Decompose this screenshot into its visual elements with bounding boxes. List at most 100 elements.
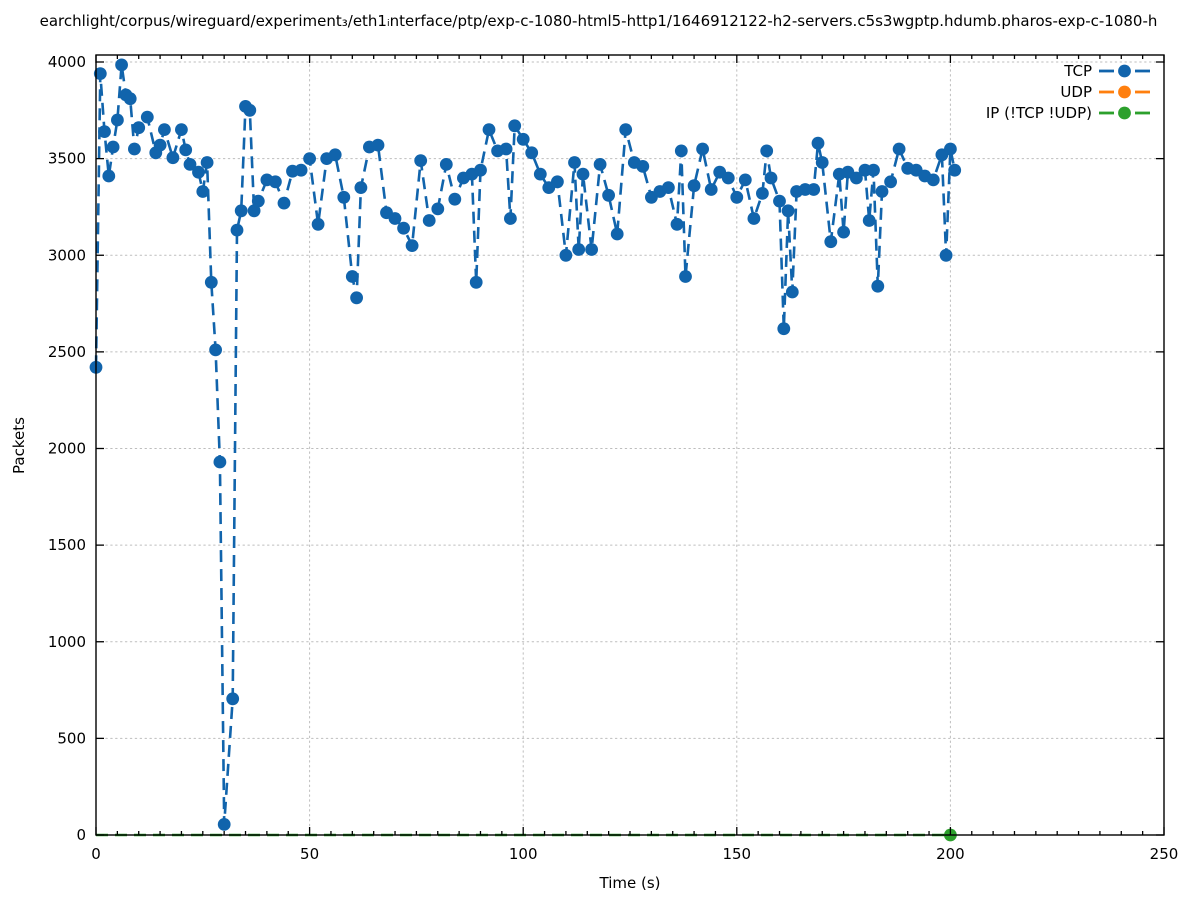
y-tick-label: 3000 (48, 246, 86, 264)
tcp-data-point (585, 243, 598, 256)
tcp-data-point (196, 185, 210, 198)
tcp-data-point (559, 248, 573, 262)
tcp-data-point (738, 173, 752, 187)
tcp-data-point (247, 204, 261, 218)
tcp-data-point (867, 163, 880, 177)
tcp-data-point (303, 152, 316, 166)
tcp-data-point (764, 171, 778, 185)
tcp-data-point (213, 455, 227, 469)
tcp-data-point (102, 169, 116, 183)
legend: TCP UDP IP (!TCP !UDP) (986, 62, 1150, 122)
tcp-data-point (474, 163, 487, 177)
tcp-data-point (200, 156, 214, 169)
tcp-data-point (811, 136, 825, 150)
tcp-data-point (777, 322, 791, 336)
tcp-data-point (499, 142, 513, 156)
tcp-data-point (123, 92, 137, 106)
tcp-data-point (132, 121, 146, 135)
tcp-data-point (469, 275, 483, 289)
tcp-data-point (875, 185, 889, 198)
tcp-data-point (773, 194, 786, 208)
tcp-data-point (704, 183, 718, 196)
tcp-data-point (756, 187, 769, 200)
tcp-data-point (602, 188, 615, 202)
y-ticks (96, 61, 1164, 836)
legend-label-tcp: TCP (1063, 62, 1092, 80)
y-tick-label: 500 (57, 729, 86, 747)
tcp-data-point (892, 142, 906, 156)
tcp-data-point (345, 270, 359, 283)
gridlines (95, 54, 1165, 836)
legend-marker-udp (1118, 85, 1131, 99)
tcp-data-point (93, 67, 107, 80)
legend-label-udp: UDP (1060, 83, 1092, 101)
tcp-data-point (482, 123, 496, 136)
tcp-data-point (576, 167, 590, 181)
tcp-data-point (422, 214, 436, 227)
tcp-data-point (533, 167, 547, 181)
legend-marker-tcp (1118, 64, 1131, 78)
legend-marker-ip (1118, 106, 1131, 120)
tcp-data-point (572, 243, 586, 256)
tcp-data-point (234, 204, 248, 218)
tcp-line (94, 63, 956, 826)
tcp-data-point (371, 138, 385, 152)
tcp-data-point (209, 343, 223, 357)
tcp-data-point (730, 190, 744, 204)
tcp-data-point (824, 235, 838, 249)
tcp-data-point (508, 119, 522, 133)
tcp-data-point (939, 248, 953, 262)
tcp-data-point (251, 194, 265, 208)
legend-item-ip: IP (!TCP !UDP) (986, 104, 1150, 122)
x-ticks (95, 55, 1165, 835)
tcp-data-point (337, 190, 351, 204)
chart-title: earchlight/corpus/wireguard/experiment₃/… (39, 12, 1158, 30)
tcp-data-point (948, 163, 962, 177)
tcp-data-point (593, 158, 607, 171)
tcp-data-point (388, 212, 402, 225)
tcp-data-point (679, 270, 692, 283)
tcp-data-point (230, 223, 244, 237)
tcp-data-point (636, 160, 650, 173)
tcp-data-point (106, 140, 120, 154)
tcp-data-point (687, 179, 701, 193)
tcp-data-point (311, 217, 325, 231)
tcp-data-point (610, 227, 624, 241)
x-tick-label: 50 (300, 845, 319, 863)
tcp-data-point (884, 175, 897, 189)
tcp-series (89, 58, 962, 831)
tcp-data-point (204, 275, 218, 289)
x-tick-label: 0 (91, 845, 101, 863)
tcp-data-point (525, 146, 539, 160)
y-tick-label: 1500 (48, 536, 86, 554)
tcp-data-point (127, 142, 141, 156)
tcp-data-point (98, 125, 111, 138)
tcp-data-point (183, 158, 197, 171)
legend-item-udp: UDP (1060, 83, 1150, 101)
tcp-data-point (815, 156, 829, 169)
tcp-data-point (226, 692, 240, 706)
tcp-data-point (153, 138, 167, 152)
tcp-data-point (568, 156, 581, 169)
tcp-data-point (140, 110, 154, 124)
tcp-data-point (328, 148, 342, 162)
tcp-data-point (662, 181, 675, 195)
tcp-data-point (850, 171, 863, 185)
x-tick-label: 150 (722, 845, 751, 863)
tcp-data-point (944, 142, 957, 156)
tcp-data-point (294, 163, 308, 177)
tcp-data-point (175, 123, 188, 136)
y-tick-label: 2000 (48, 440, 86, 458)
tcp-data-point (674, 144, 688, 158)
y-tick-labels: 0 500 1000 1500 2000 2500 3000 3500 4000 (48, 53, 86, 844)
tcp-data-point (747, 212, 761, 225)
x-tick-label: 100 (509, 845, 538, 863)
tcp-data-point (807, 183, 821, 196)
tcp-data-point (871, 279, 885, 293)
tcp-data-point (397, 221, 410, 235)
tcp-data-point (785, 285, 799, 299)
tcp-data-point (217, 818, 231, 831)
tcp-data-point (862, 214, 876, 227)
